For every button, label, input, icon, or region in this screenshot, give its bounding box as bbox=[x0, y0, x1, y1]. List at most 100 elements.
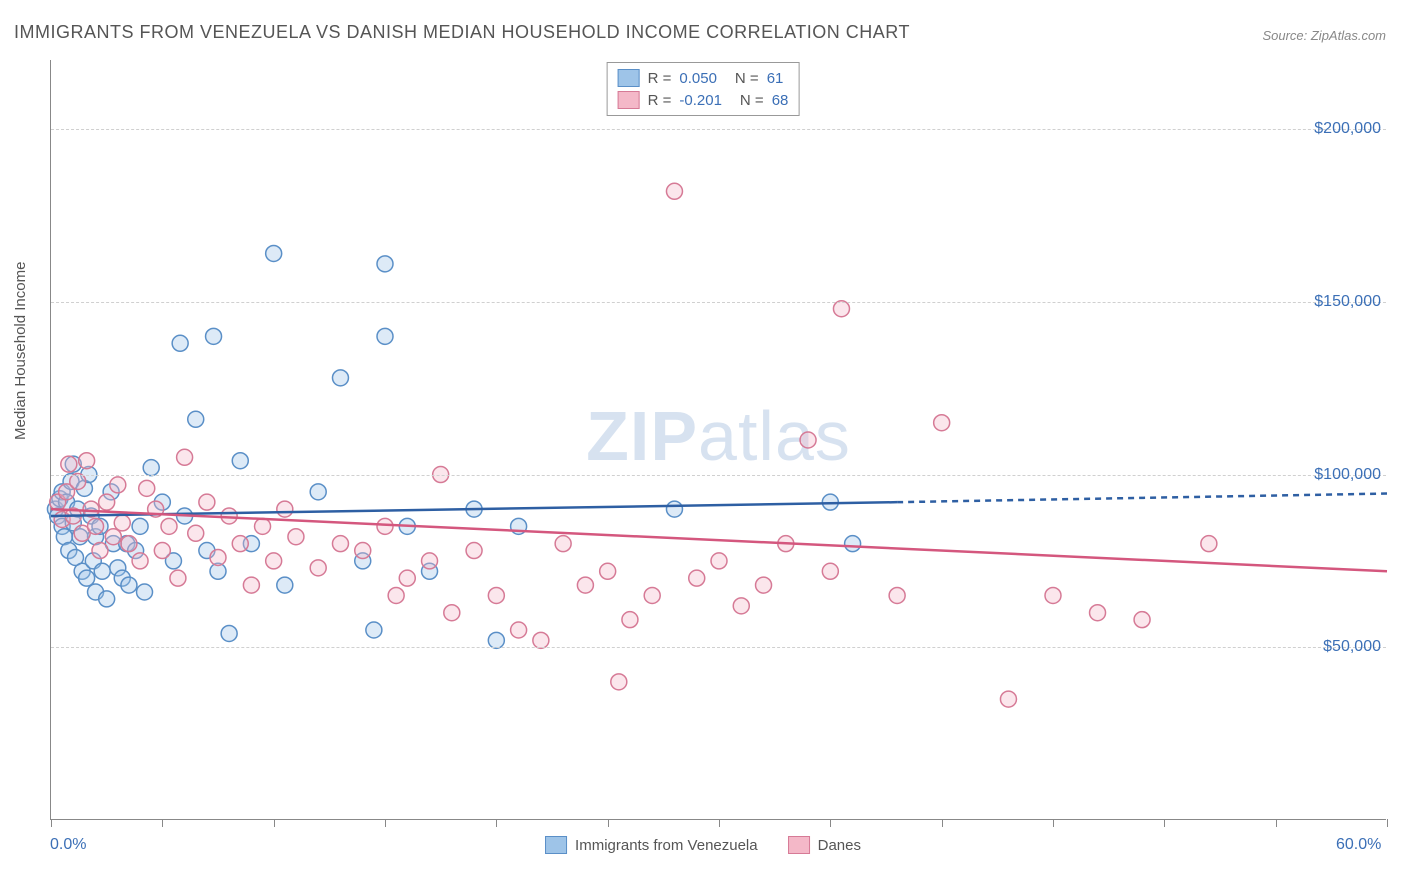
scatter-point bbox=[243, 577, 259, 593]
scatter-point bbox=[388, 587, 404, 603]
gridline bbox=[51, 129, 1386, 130]
scatter-point bbox=[188, 525, 204, 541]
scatter-point bbox=[79, 570, 95, 586]
scatter-point bbox=[355, 543, 371, 559]
legend-n-value-2: 68 bbox=[772, 92, 789, 109]
scatter-point bbox=[92, 543, 108, 559]
scatter-point bbox=[121, 536, 137, 552]
scatter-point bbox=[488, 632, 504, 648]
scatter-point bbox=[221, 625, 237, 641]
scatter-point bbox=[172, 335, 188, 351]
legend-r-value-2: -0.201 bbox=[679, 92, 722, 109]
chart-container: IMMIGRANTS FROM VENEZUELA VS DANISH MEDI… bbox=[0, 0, 1406, 892]
legend-bottom-label-2: Danes bbox=[818, 837, 861, 854]
scatter-point bbox=[332, 536, 348, 552]
legend-n-label-2: N = bbox=[740, 92, 764, 109]
scatter-point bbox=[466, 543, 482, 559]
scatter-point bbox=[689, 570, 705, 586]
scatter-point bbox=[1000, 691, 1016, 707]
legend-bottom-swatch-1 bbox=[545, 836, 567, 854]
scatter-point bbox=[366, 622, 382, 638]
scatter-point bbox=[266, 553, 282, 569]
scatter-point bbox=[143, 460, 159, 476]
scatter-point bbox=[577, 577, 593, 593]
scatter-point bbox=[377, 256, 393, 272]
legend-item-series2: Danes bbox=[788, 836, 861, 854]
xtick-label: 0.0% bbox=[50, 836, 86, 854]
scatter-point bbox=[132, 553, 148, 569]
xtick-label: 60.0% bbox=[1336, 836, 1381, 854]
ytick-label: $200,000 bbox=[1314, 120, 1381, 138]
legend-r-value-1: 0.050 bbox=[679, 70, 717, 87]
xtick-mark bbox=[274, 819, 275, 827]
scatter-point bbox=[1201, 536, 1217, 552]
xtick-mark bbox=[719, 819, 720, 827]
scatter-point bbox=[833, 301, 849, 317]
source-label: Source: ZipAtlas.com bbox=[1262, 28, 1386, 43]
scatter-point bbox=[1134, 612, 1150, 628]
scatter-point bbox=[266, 245, 282, 261]
legend-swatch-series1 bbox=[618, 69, 640, 87]
gridline bbox=[51, 302, 1386, 303]
scatter-point bbox=[756, 577, 772, 593]
scatter-point bbox=[399, 570, 415, 586]
xtick-mark bbox=[1164, 819, 1165, 827]
scatter-point bbox=[137, 584, 153, 600]
scatter-point bbox=[644, 587, 660, 603]
xtick-mark bbox=[162, 819, 163, 827]
scatter-point bbox=[206, 328, 222, 344]
legend-bottom-label-1: Immigrants from Venezuela bbox=[575, 837, 758, 854]
legend-bottom-swatch-2 bbox=[788, 836, 810, 854]
ytick-label: $150,000 bbox=[1314, 293, 1381, 311]
scatter-point bbox=[666, 501, 682, 517]
legend-series: Immigrants from Venezuela Danes bbox=[545, 836, 861, 854]
scatter-point bbox=[444, 605, 460, 621]
xtick-mark bbox=[1053, 819, 1054, 827]
scatter-point bbox=[94, 563, 110, 579]
scatter-point bbox=[132, 518, 148, 534]
scatter-point bbox=[177, 449, 193, 465]
legend-correlation: R = 0.050 N = 61 R = -0.201 N = 68 bbox=[607, 62, 800, 116]
scatter-point bbox=[934, 415, 950, 431]
scatter-point bbox=[511, 622, 527, 638]
xtick-mark bbox=[51, 819, 52, 827]
gridline bbox=[51, 647, 1386, 648]
legend-swatch-series2 bbox=[618, 91, 640, 109]
xtick-mark bbox=[608, 819, 609, 827]
y-axis-label: Median Household Income bbox=[12, 262, 29, 440]
legend-r-label-2: R = bbox=[648, 92, 672, 109]
scatter-point bbox=[711, 553, 727, 569]
trend-line-dashed bbox=[897, 494, 1387, 503]
scatter-point bbox=[161, 518, 177, 534]
scatter-point bbox=[121, 577, 137, 593]
scatter-point bbox=[310, 560, 326, 576]
scatter-point bbox=[310, 484, 326, 500]
scatter-point bbox=[232, 453, 248, 469]
scatter-point bbox=[422, 553, 438, 569]
scatter-point bbox=[488, 587, 504, 603]
scatter-point bbox=[210, 549, 226, 565]
legend-n-value-1: 61 bbox=[767, 70, 784, 87]
scatter-point bbox=[733, 598, 749, 614]
scatter-point bbox=[277, 501, 293, 517]
chart-title: IMMIGRANTS FROM VENEZUELA VS DANISH MEDI… bbox=[14, 22, 910, 43]
scatter-point bbox=[555, 536, 571, 552]
legend-item-series1: Immigrants from Venezuela bbox=[545, 836, 758, 854]
scatter-point bbox=[600, 563, 616, 579]
legend-row-series1: R = 0.050 N = 61 bbox=[618, 67, 789, 89]
xtick-mark bbox=[385, 819, 386, 827]
scatter-point bbox=[1090, 605, 1106, 621]
plot-svg bbox=[51, 60, 1386, 819]
xtick-mark bbox=[1387, 819, 1388, 827]
scatter-point bbox=[170, 570, 186, 586]
scatter-point bbox=[99, 591, 115, 607]
scatter-point bbox=[232, 536, 248, 552]
scatter-point bbox=[666, 183, 682, 199]
scatter-point bbox=[800, 432, 816, 448]
legend-n-label-1: N = bbox=[735, 70, 759, 87]
ytick-label: $100,000 bbox=[1314, 466, 1381, 484]
scatter-point bbox=[288, 529, 304, 545]
scatter-point bbox=[332, 370, 348, 386]
legend-row-series2: R = -0.201 N = 68 bbox=[618, 89, 789, 111]
scatter-point bbox=[154, 543, 170, 559]
